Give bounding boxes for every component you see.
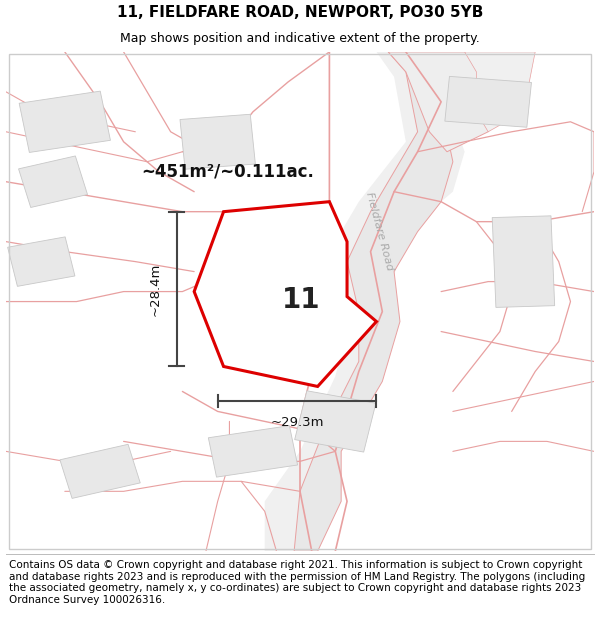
- Text: 11, FIELDFARE ROAD, NEWPORT, PO30 5YB: 11, FIELDFARE ROAD, NEWPORT, PO30 5YB: [117, 4, 483, 19]
- Polygon shape: [253, 256, 335, 317]
- Polygon shape: [208, 426, 298, 477]
- Polygon shape: [294, 52, 453, 551]
- Polygon shape: [265, 52, 464, 551]
- Polygon shape: [8, 237, 75, 286]
- Text: Fieldfare Road: Fieldfare Road: [364, 191, 395, 272]
- Text: Map shows position and indicative extent of the property.: Map shows position and indicative extent…: [120, 31, 480, 44]
- Polygon shape: [464, 52, 535, 132]
- Polygon shape: [19, 156, 88, 208]
- Polygon shape: [60, 444, 140, 498]
- Text: 11: 11: [281, 286, 320, 314]
- Polygon shape: [492, 216, 554, 308]
- Polygon shape: [445, 76, 532, 128]
- Bar: [9, 54, 591, 549]
- Text: Contains OS data © Crown copyright and database right 2021. This information is : Contains OS data © Crown copyright and d…: [9, 560, 585, 605]
- Text: ~28.4m: ~28.4m: [149, 262, 162, 316]
- Polygon shape: [19, 91, 110, 152]
- Text: ~29.3m: ~29.3m: [271, 416, 324, 429]
- Text: ~451m²/~0.111ac.: ~451m²/~0.111ac.: [141, 162, 314, 181]
- Polygon shape: [388, 52, 506, 152]
- Polygon shape: [295, 391, 376, 452]
- Polygon shape: [180, 114, 256, 169]
- Polygon shape: [194, 202, 376, 386]
